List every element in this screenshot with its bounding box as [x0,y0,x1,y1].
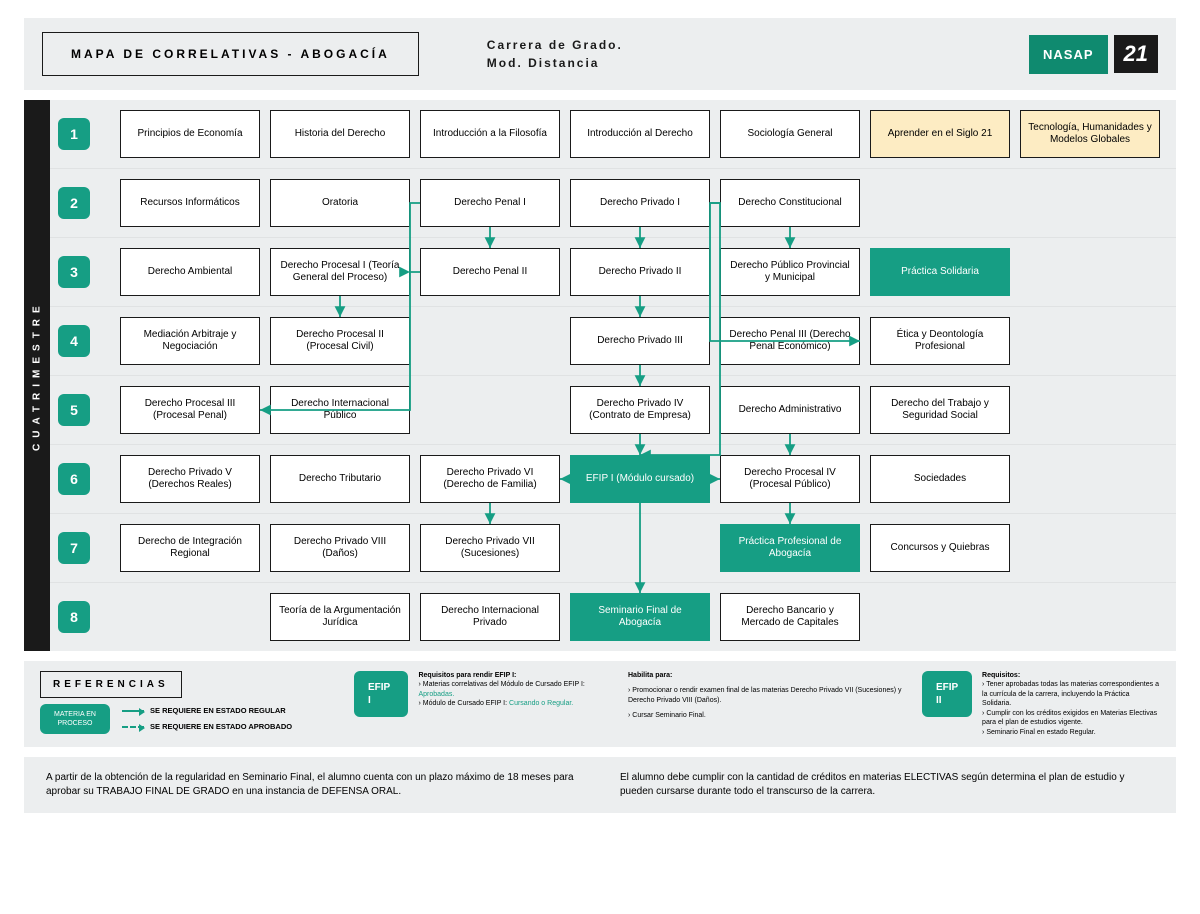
course-box: Mediación Arbitraje y Negociación [120,317,260,365]
course-box: Seminario Final de Abogacía [570,593,710,641]
course-box: Sociedades [870,455,1010,503]
course-box: Derecho Privado I [570,179,710,227]
course-box: Derecho Constitucional [720,179,860,227]
curriculum-grid: CUATRIMESTRE 1 Principios de EconomíaHist… [24,100,1176,651]
course-box: Derecho Administrativo [720,386,860,434]
semester-row: 8Teoría de la Argumentación JurídicaDere… [50,582,1176,651]
ref-col-efip1: EFIP I Requisitos para rendir EFIP I: › … [354,671,614,737]
course-box: Práctica Profesional de Abogacía [720,524,860,572]
page-title: MAPA DE CORRELATIVAS - ABOGACÍA [42,32,419,76]
semester-number: 1 [58,118,90,150]
efip1-chip: EFIP I [354,671,408,717]
semester-row: 1 Principios de EconomíaHistoria del Dere… [50,100,1176,168]
ref-chip: MATERIA EN PROCESO [40,704,110,734]
course-box: Derecho Privado II [570,248,710,296]
course-box: Derecho Ambiental [120,248,260,296]
rows-container: 1 Principios de EconomíaHistoria del Dere… [50,100,1176,651]
efip2-requirements: Requisitos: › Tener aprobadas todas las … [982,671,1160,737]
semester-number: 3 [58,256,90,288]
course-box: Historia del Derecho [270,110,410,158]
course-box: Práctica Solidaria [870,248,1010,296]
semester-number: 5 [58,394,90,426]
course-box: Derecho Tributario [270,455,410,503]
course-box: Derecho Público Provincial y Municipal [720,248,860,296]
semester-row: 6Derecho Privado V (Derechos Reales)Dere… [50,444,1176,513]
semester-row: 5Derecho Procesal III (Procesal Penal)De… [50,375,1176,444]
course-box: Derecho Penal III (Derecho Penal Económi… [720,317,860,365]
course-box: Derecho del Trabajo y Seguridad Social [870,386,1010,434]
course-box: Aprender en el Siglo 21 [870,110,1010,158]
course-box: Derecho Privado VII (Sucesiones) [420,524,560,572]
course-box: Derecho Procesal III (Procesal Penal) [120,386,260,434]
footer: A partir de la obtención de la regularid… [24,757,1176,813]
course-box: Derecho de Integración Regional [120,524,260,572]
legend-regular: SE REQUIERE EN ESTADO REGULAR [122,706,292,716]
course-box: Concursos y Quiebras [870,524,1010,572]
course-box: Derecho Privado IV (Contrato de Empresa) [570,386,710,434]
course-box: Introducción a la Filosofía [420,110,560,158]
ref-col-efip2: EFIP II Requisitos: › Tener aprobadas to… [922,671,1160,737]
course-box: Recursos Informáticos [120,179,260,227]
efip1-requirements: Requisitos para rendir EFIP I: › Materia… [418,671,614,737]
course-box: Derecho Procesal IV (Procesal Público) [720,455,860,503]
course-box: Teoría de la Argumentación Jurídica [270,593,410,641]
course-box: Derecho Procesal I (Teoría General del P… [270,248,410,296]
course-box: Derecho Penal II [420,248,560,296]
ref-col-habilita: Habilita para: › Promocionar o rendir ex… [628,671,908,737]
course-box: Derecho Privado V (Derechos Reales) [120,455,260,503]
semester-number: 7 [58,532,90,564]
footer-left: A partir de la obtención de la regularid… [46,771,580,799]
arrow-dashed-icon [122,726,144,728]
semester-number: 2 [58,187,90,219]
course-box: Ética y Deontología Profesional [870,317,1010,365]
course-box: Oratoria [270,179,410,227]
logo-group: NASAP 21 [1029,35,1158,74]
semester-number: 6 [58,463,90,495]
course-box: Derecho Bancario y Mercado de Capitales [720,593,860,641]
course-box: Sociología General [720,110,860,158]
page: MAPA DE CORRELATIVAS - ABOGACÍA Carrera … [0,0,1200,914]
semester-number: 4 [58,325,90,357]
course-box: Derecho Internacional Privado [420,593,560,641]
references-title: REFERENCIAS [40,671,182,698]
course-box: Tecnología, Humanidades y Modelos Global… [1020,110,1160,158]
legend-aprobado: SE REQUIERE EN ESTADO APROBADO [122,722,292,732]
course-box: Derecho Procesal II (Procesal Civil) [270,317,410,365]
course-box: Derecho Penal I [420,179,560,227]
course-box: Derecho Internacional Público [270,386,410,434]
semester-row: 2 Recursos InformáticosOratoriaDerecho Pe… [50,168,1176,237]
footer-right: El alumno debe cumplir con la cantidad d… [620,771,1154,799]
subtitle-line-1: Carrera de Grado. [487,36,623,54]
course-box: EFIP I (Módulo cursado) [570,455,710,503]
logo-nasap: NASAP [1029,35,1108,74]
subtitle-line-2: Mod. Distancia [487,54,623,72]
semester-row: 4Mediación Arbitraje y NegociaciónDerech… [50,306,1176,375]
course-box: Principios de Economía [120,110,260,158]
semester-row: 3 Derecho AmbientalDerecho Procesal I (Te… [50,237,1176,306]
references-band: REFERENCIAS MATERIA EN PROCESO SE REQUIE… [24,661,1176,747]
efip2-chip: EFIP II [922,671,972,717]
course-box: Derecho Privado III [570,317,710,365]
course-box: Introducción al Derecho [570,110,710,158]
semester-row: 7Derecho de Integración RegionalDerecho … [50,513,1176,582]
semester-number: 8 [58,601,90,633]
header: MAPA DE CORRELATIVAS - ABOGACÍA Carrera … [24,18,1176,90]
arrow-solid-icon [122,710,144,712]
semester-axis-label: CUATRIMESTRE [24,100,50,651]
logo-21: 21 [1114,35,1158,73]
ref-col-legend: REFERENCIAS MATERIA EN PROCESO SE REQUIE… [40,671,340,737]
subtitle: Carrera de Grado. Mod. Distancia [487,36,623,72]
course-box: Derecho Privado VI (Derecho de Familia) [420,455,560,503]
course-box: Derecho Privado VIII (Daños) [270,524,410,572]
